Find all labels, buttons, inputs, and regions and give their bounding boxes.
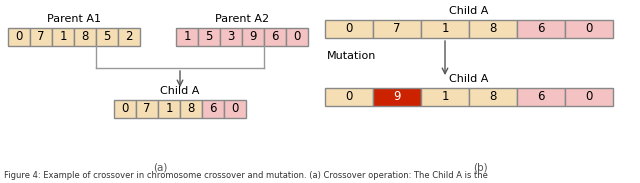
Text: 8: 8 — [188, 102, 195, 115]
Text: 0: 0 — [346, 23, 353, 36]
Bar — [469, 88, 517, 106]
Text: 6: 6 — [209, 102, 217, 115]
Text: 6: 6 — [537, 91, 545, 104]
Bar — [220, 28, 242, 46]
Bar — [114, 100, 136, 118]
Text: 6: 6 — [537, 23, 545, 36]
Bar — [421, 20, 469, 38]
Text: 1: 1 — [441, 91, 449, 104]
Bar — [176, 28, 198, 46]
Bar — [8, 28, 30, 46]
Bar — [565, 20, 613, 38]
Text: 1: 1 — [183, 31, 191, 44]
Text: Child A: Child A — [449, 6, 489, 16]
Bar — [118, 28, 140, 46]
Text: 8: 8 — [81, 31, 89, 44]
Text: 0: 0 — [231, 102, 239, 115]
Text: 8: 8 — [490, 23, 497, 36]
Text: Child A: Child A — [160, 86, 200, 96]
Bar — [517, 88, 565, 106]
Text: 9: 9 — [393, 91, 401, 104]
Text: 1: 1 — [60, 31, 67, 44]
Bar — [74, 28, 96, 46]
Bar — [517, 20, 565, 38]
Text: 5: 5 — [103, 31, 111, 44]
Bar — [30, 28, 52, 46]
Text: 8: 8 — [490, 91, 497, 104]
Text: 2: 2 — [125, 31, 132, 44]
Bar — [325, 88, 373, 106]
Bar — [198, 28, 220, 46]
Text: Mutation: Mutation — [327, 51, 376, 61]
Text: 9: 9 — [249, 31, 257, 44]
Text: 0: 0 — [15, 31, 22, 44]
Text: 0: 0 — [346, 91, 353, 104]
Text: 3: 3 — [227, 31, 235, 44]
Text: 7: 7 — [37, 31, 45, 44]
Text: 1: 1 — [441, 23, 449, 36]
Text: Figure 4: Example of crossover in chromosome crossover and mutation. (a) Crossov: Figure 4: Example of crossover in chromo… — [4, 171, 488, 180]
Text: Parent A2: Parent A2 — [215, 14, 269, 24]
Bar — [373, 88, 421, 106]
Text: 0: 0 — [586, 91, 593, 104]
Text: 7: 7 — [143, 102, 151, 115]
Text: (b): (b) — [473, 163, 487, 173]
Bar — [565, 88, 613, 106]
Text: 7: 7 — [393, 23, 401, 36]
Text: Parent A1: Parent A1 — [47, 14, 101, 24]
Bar — [264, 28, 286, 46]
Bar — [136, 100, 158, 118]
Bar — [373, 20, 421, 38]
Text: 6: 6 — [271, 31, 279, 44]
Text: Child A: Child A — [449, 74, 489, 84]
Bar — [52, 28, 74, 46]
Text: 0: 0 — [122, 102, 129, 115]
Bar — [158, 100, 180, 118]
Bar — [325, 20, 373, 38]
Text: 1: 1 — [165, 102, 173, 115]
Bar — [469, 20, 517, 38]
Bar — [180, 100, 202, 118]
Bar — [96, 28, 118, 46]
Bar — [224, 100, 246, 118]
Text: 0: 0 — [586, 23, 593, 36]
Text: 5: 5 — [205, 31, 212, 44]
Text: 0: 0 — [293, 31, 301, 44]
Bar — [202, 100, 224, 118]
Bar — [242, 28, 264, 46]
Text: (a): (a) — [153, 163, 167, 173]
Bar — [421, 88, 469, 106]
Bar — [286, 28, 308, 46]
